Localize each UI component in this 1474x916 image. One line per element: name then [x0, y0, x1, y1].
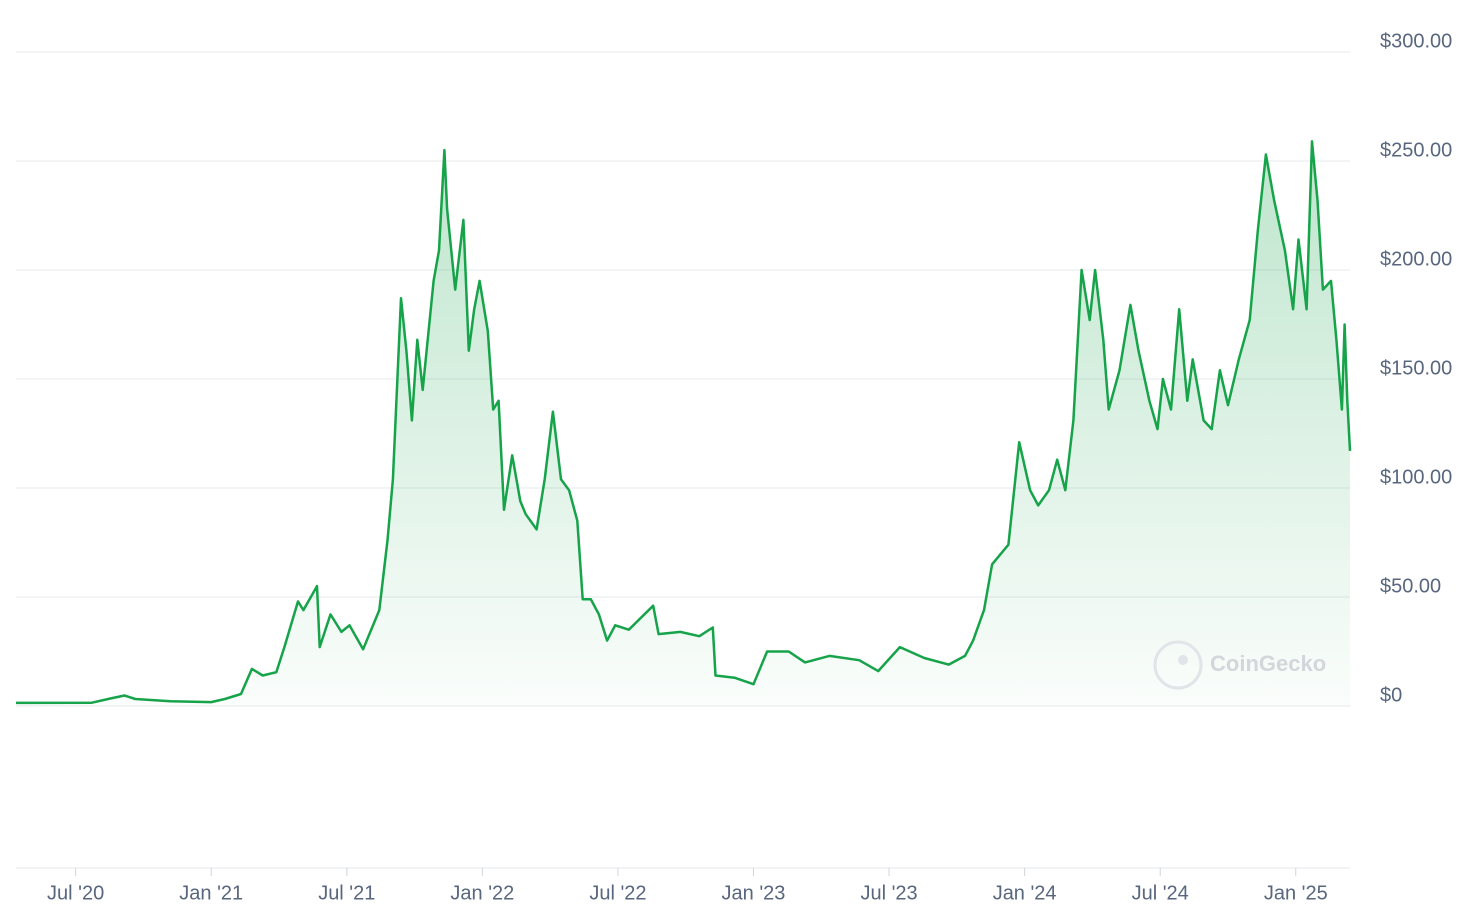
x-tick-label: Jan '22 [450, 882, 514, 904]
y-tick-label: $200.00 [1380, 248, 1452, 270]
price-area [16, 141, 1350, 706]
x-tick-label: Jan '21 [179, 882, 243, 904]
y-tick-label: $300.00 [1380, 30, 1452, 52]
x-tick-label: Jul '24 [1132, 882, 1189, 904]
y-tick-label: $50.00 [1380, 575, 1441, 597]
price-line [15, 140, 1352, 705]
x-tick-label: Jan '25 [1264, 882, 1328, 904]
watermark-text: CoinGecko [1210, 651, 1326, 676]
x-tick-label: Jul '20 [47, 882, 104, 904]
watermark-logo [1153, 640, 1203, 690]
x-tick-label: Jan '23 [722, 882, 786, 904]
y-tick-label: $100.00 [1380, 466, 1452, 488]
y-tick-label: $0 [1380, 684, 1402, 706]
x-tick-label: Jul '23 [860, 882, 917, 904]
watermark-logo-eye [1178, 655, 1188, 665]
x-tick-label: Jul '22 [589, 882, 646, 904]
y-tick-label: $250.00 [1380, 139, 1452, 161]
watermark: CoinGecko [1153, 640, 1326, 690]
x-tick-label: Jan '24 [993, 882, 1057, 904]
y-tick-label: $150.00 [1380, 357, 1452, 379]
x-tick-label: Jul '21 [318, 882, 375, 904]
